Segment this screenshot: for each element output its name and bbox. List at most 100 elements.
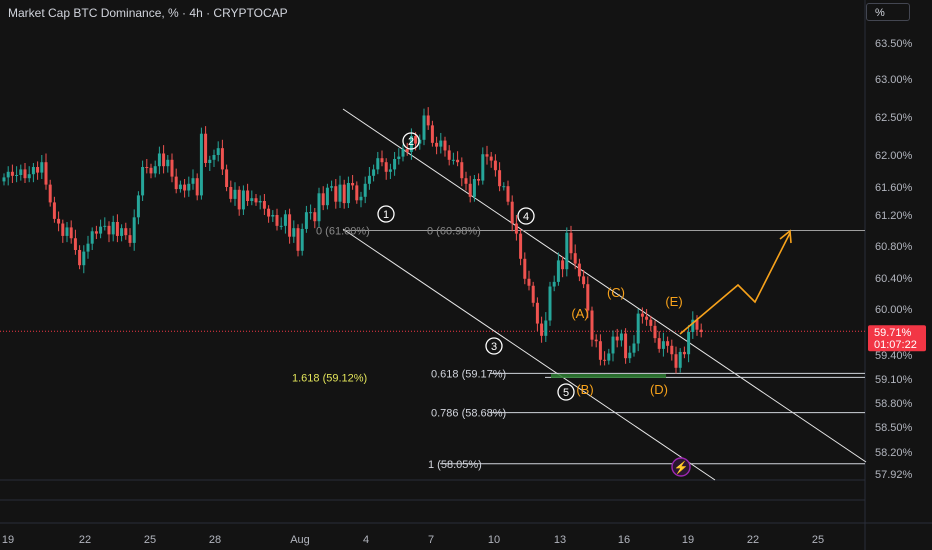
chart-title: Market Cap BTC Dominance, % · 4h · CRYPT… bbox=[8, 6, 288, 20]
candle bbox=[598, 334, 602, 366]
candle bbox=[61, 219, 65, 243]
wave-label: 5 bbox=[557, 383, 575, 401]
price-tick: 60.00% bbox=[875, 304, 913, 316]
candle bbox=[359, 191, 363, 208]
candle bbox=[325, 183, 329, 210]
candle bbox=[254, 194, 258, 206]
projected-wave-path bbox=[679, 232, 791, 335]
candle bbox=[540, 316, 544, 343]
candle bbox=[573, 244, 577, 270]
candle bbox=[535, 297, 539, 332]
price-tick: 60.80% bbox=[875, 241, 913, 253]
candle bbox=[2, 173, 6, 186]
candle bbox=[145, 159, 149, 174]
candle bbox=[376, 151, 380, 175]
candle bbox=[275, 208, 279, 231]
candle bbox=[619, 329, 623, 347]
support-zone bbox=[551, 374, 666, 378]
candle bbox=[590, 306, 594, 347]
candle bbox=[342, 179, 346, 209]
price-tick: 62.00% bbox=[875, 150, 913, 162]
candle bbox=[187, 176, 191, 197]
candle bbox=[607, 348, 611, 365]
candle bbox=[493, 154, 497, 177]
candle bbox=[149, 163, 153, 179]
candle bbox=[393, 151, 397, 176]
candle bbox=[687, 325, 691, 363]
candle bbox=[69, 220, 73, 244]
candle bbox=[430, 120, 434, 147]
candle bbox=[611, 330, 615, 362]
candle bbox=[27, 166, 31, 183]
candle bbox=[229, 180, 233, 203]
candle bbox=[103, 217, 107, 231]
candle bbox=[531, 281, 535, 307]
candle bbox=[279, 217, 283, 230]
candle bbox=[468, 175, 472, 203]
price-axis[interactable]: 63.50% 63.00% 62.50% 62.00% 61.60% 61.20% 60.8… bbox=[875, 38, 913, 481]
time-tick: 19 bbox=[682, 534, 694, 546]
candle bbox=[506, 180, 510, 206]
time-tick: 13 bbox=[554, 534, 566, 546]
candle bbox=[258, 195, 262, 210]
candle bbox=[682, 346, 686, 359]
percent-scale-button[interactable]: % bbox=[866, 3, 910, 21]
candle bbox=[317, 187, 321, 228]
candle bbox=[699, 323, 703, 338]
candle bbox=[653, 320, 657, 343]
candle bbox=[36, 161, 40, 180]
time-axis[interactable]: 19 22 25 28 Aug 4 7 10 13 16 19 22 25 bbox=[2, 534, 824, 546]
candle bbox=[52, 196, 56, 223]
candle bbox=[666, 336, 670, 353]
candle bbox=[565, 227, 569, 277]
candle bbox=[640, 307, 644, 324]
candle bbox=[107, 221, 111, 243]
candle bbox=[208, 155, 212, 171]
candle bbox=[338, 175, 342, 208]
price-tick: 59.40% bbox=[875, 350, 913, 362]
candle bbox=[23, 163, 27, 183]
candle bbox=[346, 176, 350, 208]
candle bbox=[519, 228, 523, 266]
fib-label: 1.618 (59.12%) bbox=[292, 372, 367, 384]
candle bbox=[15, 166, 19, 183]
svg-text:4: 4 bbox=[523, 211, 529, 223]
candle bbox=[435, 136, 439, 155]
candle bbox=[561, 256, 565, 278]
candle bbox=[132, 209, 136, 251]
candle bbox=[141, 160, 145, 201]
candle bbox=[472, 175, 476, 202]
candle bbox=[632, 335, 636, 357]
candle bbox=[120, 224, 124, 242]
candle bbox=[250, 190, 254, 206]
candle bbox=[304, 205, 308, 233]
candle bbox=[212, 149, 216, 167]
fib-label: 0.618 (59.17%) bbox=[431, 368, 506, 380]
candle bbox=[380, 150, 384, 167]
candle bbox=[577, 258, 581, 282]
candle bbox=[447, 145, 451, 166]
candle bbox=[443, 136, 447, 157]
candle bbox=[191, 169, 195, 190]
candle bbox=[241, 185, 245, 215]
time-tick: 28 bbox=[209, 534, 221, 546]
candle bbox=[594, 334, 598, 348]
candle bbox=[384, 158, 388, 180]
time-tick: 16 bbox=[618, 534, 630, 546]
candle bbox=[115, 214, 119, 243]
fib-label: 0.786 (58.68%) bbox=[431, 408, 506, 420]
lightning-icon[interactable]: ⚡ bbox=[671, 457, 691, 477]
candle bbox=[174, 168, 178, 194]
time-tick: 25 bbox=[144, 534, 156, 546]
candle bbox=[674, 346, 678, 374]
wave-label: (D) bbox=[650, 382, 668, 397]
countdown-label: 01:07:22 bbox=[874, 339, 917, 351]
candle bbox=[90, 227, 94, 250]
candle bbox=[267, 205, 271, 223]
candle bbox=[6, 166, 10, 186]
candle bbox=[334, 179, 338, 209]
price-tick: 58.50% bbox=[875, 422, 913, 434]
candle bbox=[31, 163, 35, 183]
elliott-wave-labels: 1 2 3 4 5 (A) (B) (C) (D) (E) bbox=[377, 132, 683, 401]
